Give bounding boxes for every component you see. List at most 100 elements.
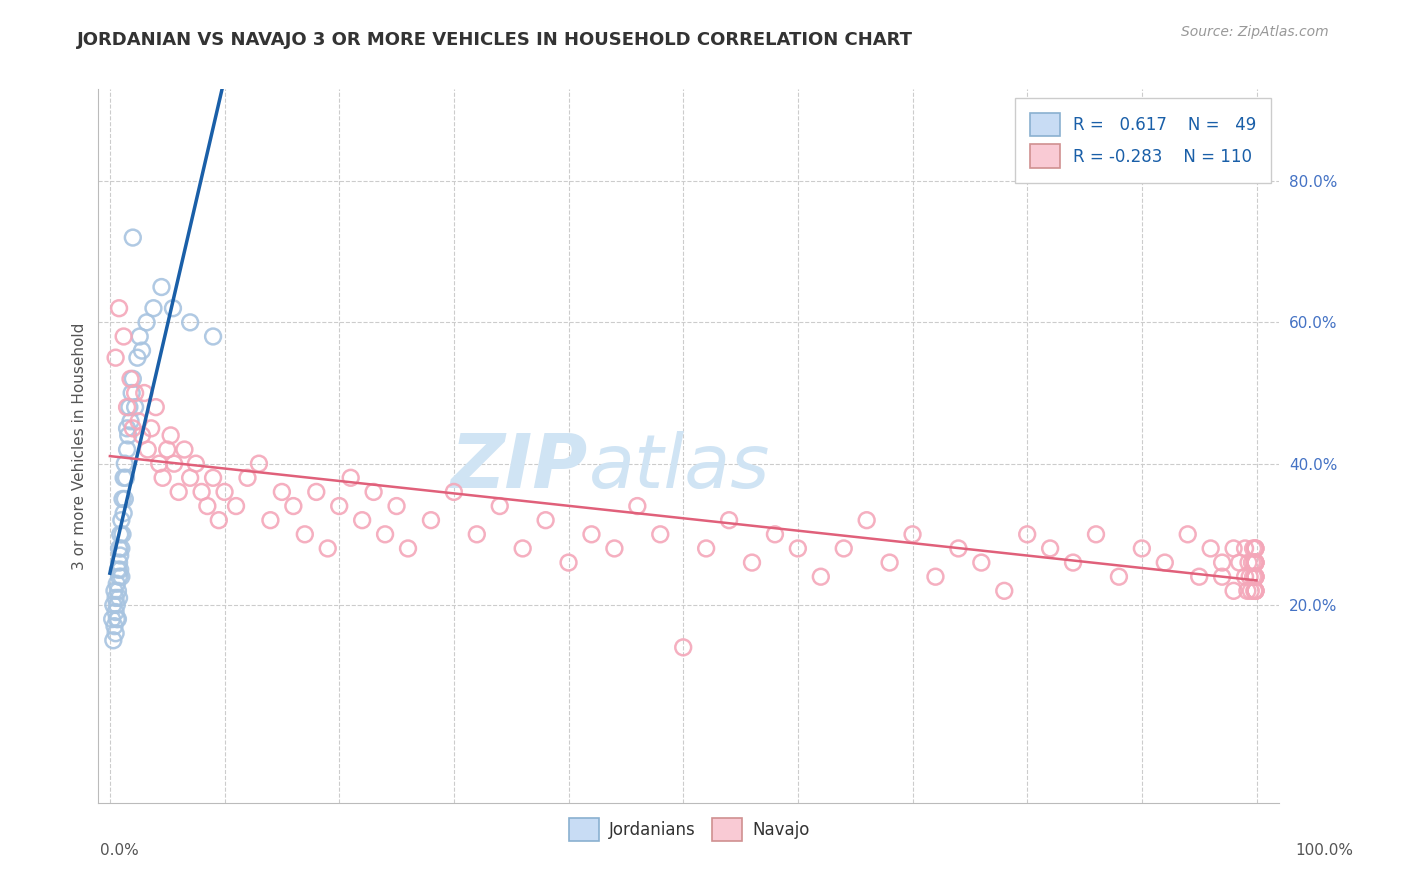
Point: [1211, 570, 1233, 584]
Point: [488, 499, 510, 513]
Point: [103, 583, 125, 598]
Point: [1244, 583, 1267, 598]
Point: [124, 386, 146, 401]
Point: [128, 414, 150, 428]
Point: [1188, 570, 1211, 584]
Point: [121, 386, 143, 401]
Point: [1244, 541, 1267, 556]
Text: ZIP: ZIP: [451, 431, 589, 504]
Point: [225, 499, 247, 513]
Point: [111, 491, 134, 506]
Point: [1240, 583, 1263, 598]
Point: [316, 541, 339, 556]
Point: [1244, 541, 1267, 556]
Point: [557, 556, 579, 570]
Point: [1244, 583, 1267, 598]
Point: [163, 457, 186, 471]
Point: [283, 499, 305, 513]
Point: [107, 583, 129, 598]
Point: [363, 484, 385, 499]
Point: [134, 386, 156, 401]
Point: [1222, 583, 1244, 598]
Point: [832, 541, 855, 556]
Point: [1199, 541, 1222, 556]
Point: [115, 421, 138, 435]
Point: [385, 499, 408, 513]
Point: [108, 591, 131, 605]
Point: [195, 499, 218, 513]
Point: [352, 513, 374, 527]
Point: [115, 442, 138, 457]
Text: 0.0%: 0.0%: [100, 843, 139, 858]
Text: Source: ZipAtlas.com: Source: ZipAtlas.com: [1181, 25, 1329, 39]
Point: [534, 513, 557, 527]
Point: [270, 484, 292, 499]
Point: [1130, 541, 1153, 556]
Point: [1236, 583, 1258, 598]
Point: [1227, 556, 1250, 570]
Point: [786, 541, 808, 556]
Point: [294, 527, 316, 541]
Point: [124, 400, 146, 414]
Point: [105, 612, 128, 626]
Point: [718, 513, 741, 527]
Point: [214, 484, 236, 499]
Point: [108, 527, 131, 541]
Point: [650, 527, 672, 541]
Point: [1244, 570, 1267, 584]
Point: [107, 563, 129, 577]
Point: [1244, 570, 1267, 584]
Point: [179, 471, 201, 485]
Point: [127, 351, 149, 365]
Point: [465, 527, 488, 541]
Point: [443, 484, 465, 499]
Point: [120, 372, 142, 386]
Point: [603, 541, 626, 556]
Point: [1244, 583, 1267, 598]
Point: [104, 605, 127, 619]
Point: [105, 598, 128, 612]
Point: [115, 471, 138, 485]
Point: [672, 640, 695, 655]
Point: [131, 428, 153, 442]
Point: [104, 351, 127, 365]
Point: [110, 570, 132, 584]
Point: [202, 471, 225, 485]
Point: [114, 457, 136, 471]
Point: [741, 556, 763, 570]
Point: [112, 471, 135, 485]
Point: [1243, 583, 1265, 598]
Point: [1211, 556, 1233, 570]
Point: [1234, 570, 1257, 584]
Point: [142, 301, 165, 316]
Point: [120, 414, 142, 428]
Point: [1108, 570, 1130, 584]
Point: [117, 428, 139, 442]
Point: [695, 541, 717, 556]
Point: [1177, 527, 1199, 541]
Point: [104, 626, 127, 640]
Point: [167, 484, 190, 499]
Point: [1241, 541, 1264, 556]
Point: [1153, 556, 1175, 570]
Point: [136, 442, 159, 457]
Point: [112, 329, 135, 343]
Point: [1017, 527, 1039, 541]
Point: [581, 527, 603, 541]
Point: [108, 541, 131, 556]
Point: [1239, 570, 1261, 584]
Point: [259, 513, 281, 527]
Point: [112, 506, 135, 520]
Point: [156, 442, 179, 457]
Point: [1244, 570, 1267, 584]
Point: [148, 457, 170, 471]
Y-axis label: 3 or more Vehicles in Household: 3 or more Vehicles in Household: [72, 322, 87, 570]
Point: [1244, 570, 1267, 584]
Point: [396, 541, 419, 556]
Point: [1222, 541, 1244, 556]
Point: [184, 457, 207, 471]
Point: [1241, 570, 1264, 584]
Point: [901, 527, 924, 541]
Point: [150, 280, 173, 294]
Point: [108, 549, 131, 563]
